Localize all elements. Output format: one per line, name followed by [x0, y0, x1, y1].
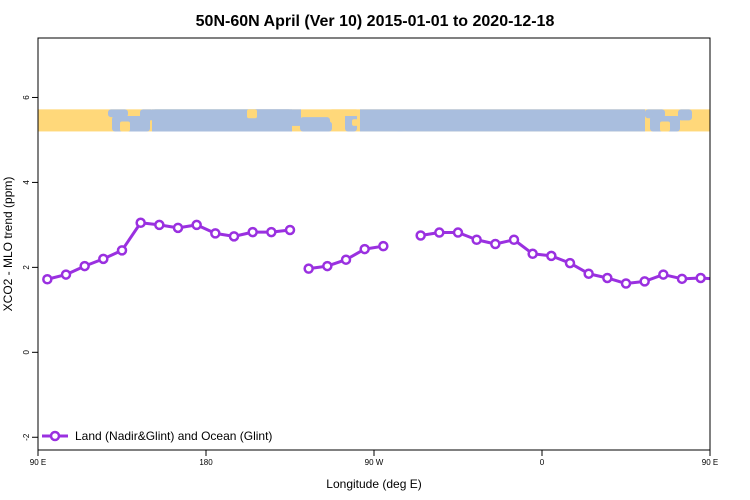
world-map-band — [38, 109, 710, 132]
y-tick-label: -2 — [22, 433, 31, 441]
y-axis: -2 0 2 4 6 — [22, 95, 38, 441]
data-point — [434, 227, 445, 238]
map-land-patch — [660, 121, 670, 132]
x-axis-label: Longitude (deg E) — [326, 477, 421, 491]
map-land-patch — [120, 121, 130, 132]
y-tick-label: 0 — [22, 350, 31, 355]
data-point — [676, 273, 688, 285]
data-point — [266, 226, 277, 238]
data-point — [715, 275, 723, 283]
data-point — [247, 226, 258, 238]
data-point — [284, 224, 296, 236]
data-point — [135, 217, 146, 229]
data-point — [490, 238, 501, 250]
data-point — [210, 228, 221, 239]
y-axis-label: XCO2 - MLO trend (ppm) — [1, 177, 15, 312]
data-point — [359, 243, 370, 255]
data-point — [172, 222, 184, 234]
legend: Land (Nadir&Glint) and Ocean (Glint) — [42, 429, 272, 443]
data-point — [602, 272, 613, 284]
data-point — [583, 268, 594, 279]
data-point — [228, 231, 240, 242]
data-point — [564, 257, 576, 269]
y-tick-label: 6 — [22, 95, 31, 100]
data-point — [60, 269, 72, 280]
legend-marker — [49, 430, 61, 442]
map-land-patch — [352, 119, 360, 126]
x-tick-label: 0 — [540, 458, 545, 467]
data-point — [116, 245, 128, 256]
data-point — [42, 274, 53, 285]
chart-title: 50N-60N April (Ver 10) 2015-01-01 to 202… — [196, 13, 555, 30]
plot-frame — [37, 37, 711, 451]
map-ocean-patch — [318, 121, 332, 132]
series-layer — [42, 217, 742, 289]
data-point — [322, 260, 333, 272]
map-ocean-east — [360, 109, 645, 132]
x-tick-label: 90 W — [365, 458, 384, 467]
data-point — [79, 260, 90, 272]
map-ocean-patch — [108, 109, 128, 118]
data-point — [658, 269, 669, 280]
data-point — [620, 278, 632, 289]
x-axis: 90 E 180 90 W 0 90 E — [30, 450, 718, 467]
map-ocean-patch — [345, 113, 357, 132]
data-point — [695, 272, 706, 284]
map-land-patch — [330, 109, 358, 116]
y-tick-label: 2 — [22, 265, 31, 270]
map-ocean-north — [255, 109, 301, 126]
data-point — [471, 234, 482, 246]
data-point — [508, 234, 520, 246]
data-point — [452, 227, 464, 238]
data-point — [527, 248, 538, 260]
map-ocean-patch — [140, 109, 154, 121]
x-tick-label: 90 E — [702, 458, 718, 467]
data-point — [639, 276, 650, 287]
data-point — [546, 250, 557, 262]
map-land-patch — [247, 109, 257, 119]
x-tick-label: 90 E — [30, 458, 46, 467]
data-point — [98, 253, 109, 265]
data-point — [378, 240, 389, 252]
data-point — [415, 230, 426, 241]
data-point — [191, 219, 202, 231]
data-point — [154, 219, 165, 231]
map-ocean-patch — [678, 109, 692, 121]
legend-label: Land (Nadir&Glint) and Ocean (Glint) — [75, 429, 272, 443]
y-tick-label: 4 — [22, 180, 31, 185]
data-point — [340, 254, 352, 265]
x-tick-label: 180 — [199, 458, 213, 467]
data-point — [303, 263, 314, 274]
data-point — [734, 271, 742, 279]
